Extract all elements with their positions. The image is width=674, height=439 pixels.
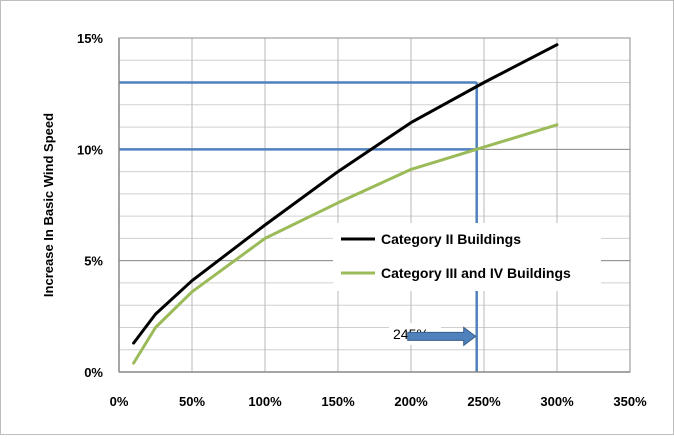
y-tick-label: 5% [84, 254, 103, 269]
legend-background [333, 223, 601, 291]
x-tick-label: 200% [394, 394, 428, 409]
y-tick-label: 0% [84, 365, 103, 380]
legend-label-category-iii-iv: Category III and IV Buildings [381, 265, 571, 281]
x-tick-label: 0% [110, 394, 129, 409]
y-tick-label: 10% [77, 142, 103, 157]
annotation-245: 245% [389, 323, 477, 347]
legend: Category II Buildings Category III and I… [333, 223, 601, 291]
axes [118, 37, 631, 373]
x-tick-label: 300% [540, 394, 574, 409]
tick-labels: 0% 50% 100% 150% 200% 250% 300% 350% 0% 5% 10% 15% [77, 31, 647, 409]
x-tick-label: 250% [467, 394, 501, 409]
series-group [132, 43, 559, 365]
series-line-1 [132, 123, 559, 365]
x-tick-label: 350% [613, 394, 647, 409]
series-line-0 [132, 43, 559, 345]
y-axis-label: Increase In Basic Wind Speed [41, 113, 56, 297]
plot-border [118, 37, 631, 373]
x-tick-label: 50% [179, 394, 205, 409]
x-tick-label: 150% [321, 394, 355, 409]
plot-area [119, 38, 630, 372]
y-tick-label: 15% [77, 31, 103, 46]
annotation-arrow-icon [407, 326, 477, 347]
x-tick-label: 100% [248, 394, 282, 409]
legend-label-category-ii: Category II Buildings [381, 231, 521, 247]
